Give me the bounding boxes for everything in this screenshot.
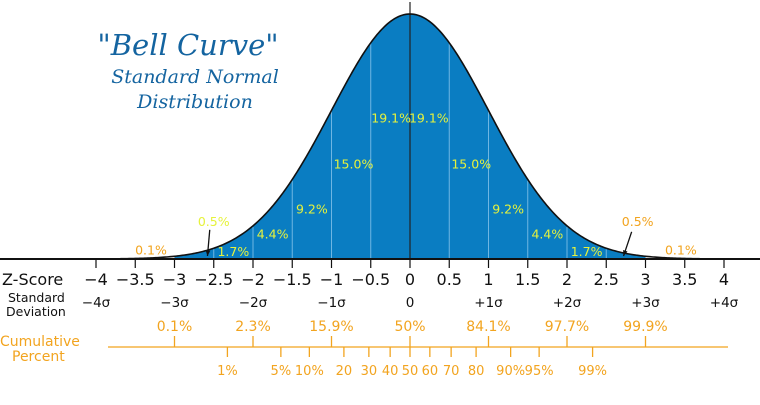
sd-tick-label: 0 (406, 295, 415, 311)
segment-label: 1.7% (217, 244, 249, 259)
sd-tick-label: −2σ (239, 295, 268, 311)
segment-label: 0.5% (622, 214, 654, 229)
zscore-tick-label: −2.5 (194, 270, 233, 289)
percentile-tick-label: 90% (496, 364, 525, 379)
sd-tick-label: +1σ (474, 295, 503, 311)
cumulative-row-label: Percent (12, 349, 65, 365)
segment-label: 4.4% (531, 227, 563, 242)
zscore-tick-label: 1 (483, 270, 493, 289)
cumulative-major-label: 0.1% (157, 319, 193, 335)
zscore-tick-label: −3 (163, 270, 187, 289)
segment-label: 15.0% (451, 157, 491, 172)
zscore-tick-label: −3.5 (116, 270, 155, 289)
zscore-tick-label: −4 (84, 270, 108, 289)
percentile-tick-label: 60 (422, 364, 439, 379)
chart-title: "Bell Curve" (97, 28, 278, 62)
zscore-tick-label: −1.5 (273, 270, 312, 289)
pointer-arrowhead (623, 250, 628, 256)
percentile-tick-label: 30 (361, 364, 378, 379)
percentile-tick-label: 99% (578, 364, 607, 379)
cumulative-major-label: 97.7% (545, 319, 589, 335)
sd-tick-label: −4σ (82, 295, 111, 311)
sd-tick-label: +4σ (710, 295, 739, 311)
zscore-tick-label: 2 (562, 270, 572, 289)
zscore-tick-label: 1.5 (515, 270, 540, 289)
sd-tick-label: −3σ (160, 295, 189, 311)
sd-row-label: Standard (8, 290, 65, 305)
percentile-tick-label: 80 (468, 364, 485, 379)
chart-subtitle: Standard Normal (111, 66, 279, 88)
sd-row-label: Deviation (6, 304, 66, 319)
segment-label: 0.1% (665, 243, 697, 258)
zscore-tick-label: 0.5 (437, 270, 462, 289)
percentile-tick-label: 50 (402, 364, 419, 379)
zscore-tick-label: −1 (320, 270, 344, 289)
cumulative-major-label: 84.1% (466, 319, 510, 335)
percentile-tick-label: 70 (443, 364, 460, 379)
cumulative-major-label: 15.9% (309, 319, 353, 335)
zscore-tick-label: −2 (241, 270, 265, 289)
segment-label: 0.5% (198, 214, 230, 229)
chart-subtitle: Distribution (136, 91, 253, 113)
cumulative-major-label: 50% (394, 319, 425, 335)
zscore-axis-label: Z-Score (2, 270, 63, 289)
percentile-tick-label: 20 (336, 364, 353, 379)
segment-label: 0.1% (135, 243, 167, 258)
pointer-arrowhead (205, 250, 211, 256)
segment-label: 19.1% (409, 111, 449, 126)
zscore-tick-label: 3.5 (672, 270, 697, 289)
segment-label: 4.4% (257, 227, 289, 242)
zscore-tick-label: 0 (405, 270, 415, 289)
bell-curve-line (80, 13, 740, 260)
zscore-tick-label: 3 (640, 270, 650, 289)
cumulative-major-label: 2.3% (235, 319, 271, 335)
segment-label: 19.1% (371, 111, 411, 126)
sd-tick-label: +2σ (553, 295, 582, 311)
zscore-tick-label: −0.5 (351, 270, 390, 289)
segment-label: 1.7% (571, 244, 603, 259)
sd-tick-label: −1σ (317, 295, 346, 311)
segment-label: 9.2% (492, 202, 524, 217)
percentile-tick-label: 1% (217, 364, 238, 379)
percentile-tick-label: 40 (382, 364, 399, 379)
cumulative-row-label: Cumulative (0, 334, 80, 350)
cumulative-major-label: 99.9% (623, 319, 667, 335)
percentile-tick-label: 10% (295, 364, 324, 379)
percentile-tick-label: 5% (271, 364, 292, 379)
zscore-tick-label: 2.5 (594, 270, 619, 289)
segment-label: 15.0% (334, 157, 374, 172)
percentile-tick-label: 95% (525, 364, 554, 379)
zscore-tick-label: 4 (719, 270, 729, 289)
segment-label: 9.2% (296, 202, 328, 217)
sd-tick-label: +3σ (631, 295, 660, 311)
